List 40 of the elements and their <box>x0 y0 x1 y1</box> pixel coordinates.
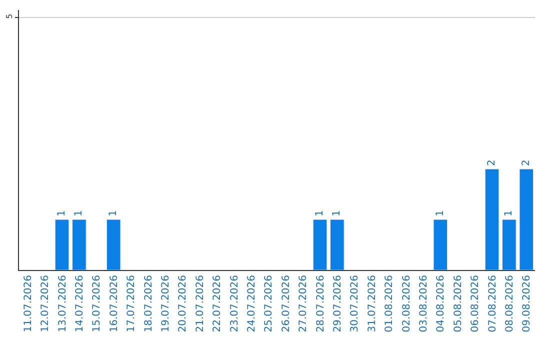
data-label: 1 <box>314 210 326 217</box>
x-tick-label: 22.07.2026 <box>212 275 224 332</box>
x-tick-label: 03.08.2026 <box>418 275 430 332</box>
x-tick-label: 26.07.2026 <box>280 275 292 332</box>
data-label: 1 <box>504 210 515 217</box>
x-tick-label: 07.08.2026 <box>487 275 498 332</box>
x-tick-label: 14.07.2026 <box>74 275 86 332</box>
x-tick-label: 11.07.2026 <box>22 275 34 332</box>
data-label: 1 <box>108 210 120 217</box>
x-tick-label: 21.07.2026 <box>194 275 206 332</box>
x-tick-label: 29.07.2026 <box>332 275 344 332</box>
x-tick-label: 23.07.2026 <box>229 275 240 332</box>
data-label: 1 <box>56 210 68 217</box>
x-tick-label: 31.07.2026 <box>366 275 378 332</box>
x-tick-label: 30.07.2026 <box>350 275 361 332</box>
x-tick-label: 18.07.2026 <box>143 275 154 332</box>
data-label: 1 <box>332 210 343 217</box>
x-tick-label: 02.08.2026 <box>401 275 412 332</box>
x-tick-label: 24.07.2026 <box>246 275 258 332</box>
x-tick-label: 09.08.2026 <box>522 275 533 332</box>
x-tick-label: 13.07.2026 <box>57 275 68 332</box>
x-tick-label: 28.07.2026 <box>315 275 326 332</box>
x-tick-label: 05.08.2026 <box>452 275 464 332</box>
x-tick-label: 15.07.2026 <box>92 275 103 332</box>
x-tick-label: 27.07.2026 <box>298 275 310 332</box>
x-tick-label: 06.08.2026 <box>470 275 482 332</box>
x-tick-label: 01.08.2026 <box>384 275 396 332</box>
data-label: 1 <box>434 210 446 217</box>
x-tick-label: 04.08.2026 <box>436 275 447 332</box>
data-label: 2 <box>520 160 532 166</box>
x-tick-label: 16.07.2026 <box>108 275 120 332</box>
x-tick-label: 08.08.2026 <box>504 275 516 332</box>
x-tick-label: 19.07.2026 <box>160 275 172 332</box>
y-tick-label: 5 <box>4 14 14 19</box>
x-tick-label: 25.07.2026 <box>264 275 275 332</box>
x-tick-label: 17.07.2026 <box>126 275 138 332</box>
data-label: 1 <box>74 210 85 217</box>
x-tick-label: 20.07.2026 <box>178 275 189 332</box>
x-tick-label: 12.07.2026 <box>40 275 52 332</box>
data-label: 2 <box>486 160 498 166</box>
